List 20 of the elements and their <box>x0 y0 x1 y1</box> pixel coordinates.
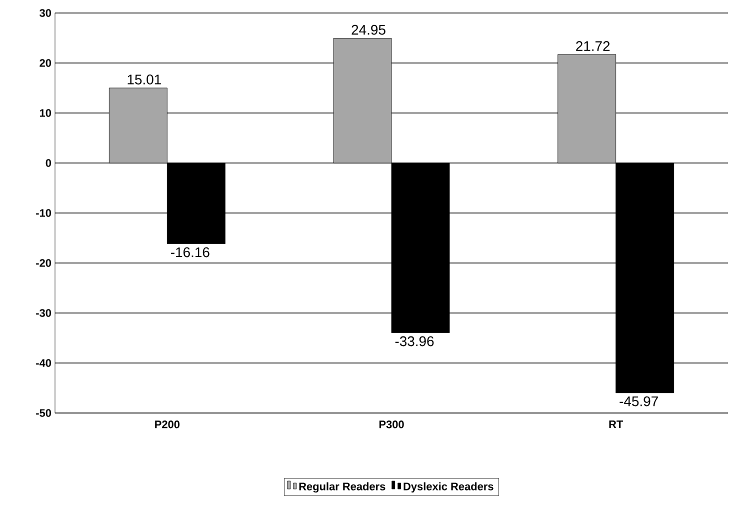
y-tick-label: -30 <box>36 309 52 317</box>
y-tick-label: 30 <box>40 9 52 17</box>
data-label: -16.16 <box>171 247 210 258</box>
y-tick-label: -20 <box>36 259 52 267</box>
x-tick-label: P300 <box>379 420 404 428</box>
y-tick-label: 0 <box>46 159 52 167</box>
data-label: -45.97 <box>620 396 658 406</box>
legend-label: Dyslexic Readers <box>404 482 494 492</box>
data-label: 24.95 <box>352 24 386 35</box>
y-tick-label: -10 <box>36 209 52 217</box>
data-label: -33.96 <box>395 336 434 346</box>
y-tick-label: 20 <box>40 59 52 67</box>
y-tick-label: -50 <box>36 409 52 417</box>
y-tick-label: -40 <box>36 359 52 367</box>
y-tick-label: 10 <box>40 109 52 117</box>
data-label: 15.01 <box>128 74 161 84</box>
data-label: 21.72 <box>576 41 610 51</box>
legend-label: Regular Readers <box>299 482 386 493</box>
x-tick-label: P200 <box>155 420 180 428</box>
x-tick-label: RT <box>609 420 624 428</box>
